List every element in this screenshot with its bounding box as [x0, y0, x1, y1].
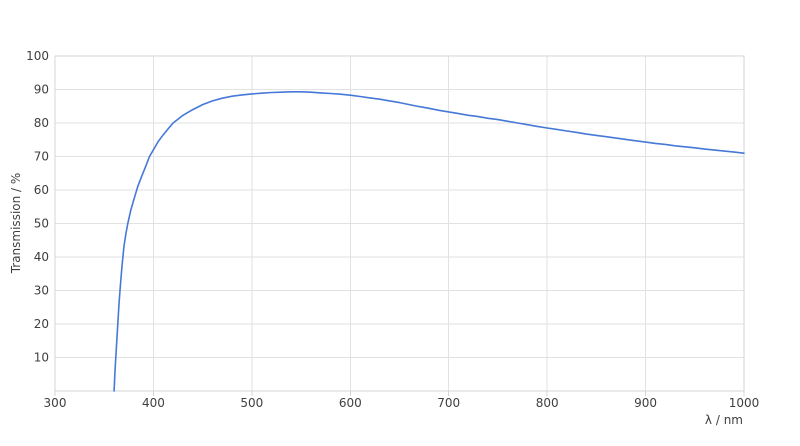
x-tick-label: 1000 [729, 396, 760, 410]
y-tick-label: 100 [26, 49, 49, 63]
transmission-series-line [113, 91, 745, 392]
x-tick-label: 300 [44, 396, 67, 410]
y-tick-label: 20 [34, 317, 49, 331]
y-tick-label: 50 [34, 217, 49, 231]
x-tick-label: 900 [634, 396, 657, 410]
y-axis-title: Transmission / % [9, 173, 23, 275]
y-tick-label: 30 [34, 284, 49, 298]
plot-border [54, 55, 745, 392]
y-tick-label: 40 [34, 250, 49, 264]
x-tick-label: 400 [142, 396, 165, 410]
y-tick-label: 80 [34, 116, 49, 130]
x-axis-title: λ / nm [705, 413, 743, 427]
x-tick-label: 800 [536, 396, 559, 410]
x-tick-label: 600 [339, 396, 362, 410]
y-tick-label: 90 [34, 83, 49, 97]
y-tick-label: 70 [34, 150, 49, 164]
x-tick-label: 500 [240, 396, 263, 410]
y-tick-label: 10 [34, 351, 49, 365]
y-tick-label: 60 [34, 183, 49, 197]
x-tick-label: 700 [437, 396, 460, 410]
